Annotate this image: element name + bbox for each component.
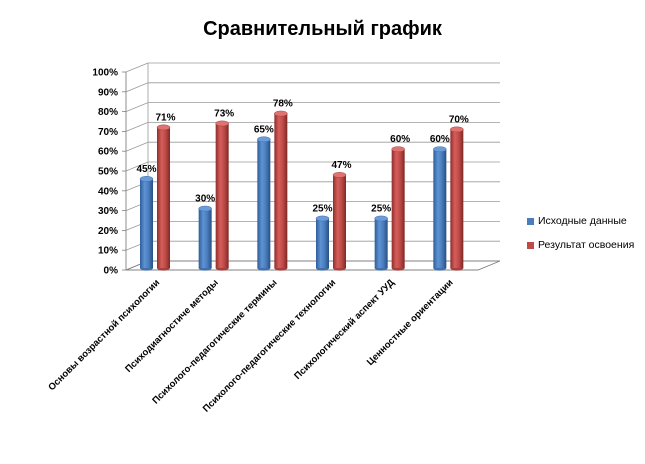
bar-cap [433, 146, 447, 153]
data-label: 47% [331, 160, 351, 171]
legend-label: Исходные данные [538, 215, 627, 228]
bar-cap [139, 176, 154, 182]
y-tick-label: 40% [98, 186, 118, 197]
chart-title: Сравнительный график [203, 18, 442, 40]
y-tick-label: 50% [98, 167, 118, 178]
bar [156, 124, 171, 271]
bar-body [391, 149, 405, 268]
gridline-depth [125, 62, 149, 73]
x-tick-label: Основы возрастной психологии [46, 277, 162, 393]
bar [215, 120, 229, 271]
x-tick-label: Психолого-педагогические термины [150, 277, 279, 406]
y-tick-label: 100% [92, 68, 118, 79]
y-tick-label: 30% [98, 206, 118, 217]
data-label: 60% [430, 134, 450, 145]
data-labels: 45% 71% 30% 73% 65% 78% 25% 47% 25% 60% 60% 70% [136, 99, 468, 215]
bar [450, 126, 464, 271]
bar-body [374, 218, 388, 268]
gridline-depth [125, 102, 149, 112]
legend-item-series-2: Результат освоения [527, 239, 634, 251]
gridline-depth [125, 161, 149, 172]
x-axis-labels: Основы возрастной психологииПсиходиагнос… [46, 277, 455, 414]
bar [274, 110, 288, 271]
y-tick-label: 70% [98, 127, 118, 138]
bar-body [433, 149, 447, 268]
legend-swatch-red [527, 241, 534, 249]
bar [374, 215, 388, 271]
data-label: 30% [195, 194, 215, 205]
x-tick-label: Психологический аспект УУД [292, 277, 397, 382]
bar-cap [257, 136, 271, 143]
data-label: 71% [155, 112, 175, 123]
data-label: 78% [273, 99, 293, 110]
bar-cap [332, 172, 347, 178]
bar-cap [198, 205, 212, 212]
bars [139, 110, 464, 271]
bar [391, 146, 405, 271]
data-label: 25% [371, 204, 391, 215]
y-tick-label: 60% [98, 147, 118, 158]
bar-body [157, 127, 170, 268]
data-label: 73% [214, 108, 234, 119]
data-label: 60% [390, 134, 410, 145]
bar [198, 205, 212, 271]
bar-body [198, 208, 212, 268]
bar [315, 215, 330, 271]
bar [332, 172, 347, 271]
bar-body [316, 218, 329, 268]
bar-cap [274, 110, 288, 117]
x-tick-label: Психодиагностиче методы [123, 277, 221, 375]
bar-cap [391, 146, 405, 153]
legend-item-series-1: Исходные данные [527, 215, 627, 227]
gridline-depth [125, 122, 149, 132]
legend-swatch-blue [527, 217, 534, 225]
data-label: 45% [136, 164, 156, 175]
x-tick-label: Психолого-педагогические технологии [201, 277, 338, 414]
y-tick-label: 10% [98, 246, 118, 257]
bar [139, 176, 154, 271]
data-label: 25% [312, 204, 332, 215]
bar-cap [374, 215, 388, 222]
bar-cap [215, 120, 229, 127]
y-tick-label: 0% [104, 266, 119, 277]
bar-body [215, 123, 229, 269]
gridline-depth [125, 82, 149, 93]
y-tick-label: 90% [98, 87, 118, 98]
bar-body [257, 139, 271, 268]
bar [257, 136, 271, 271]
bar-body [274, 113, 288, 268]
bar-cap [450, 126, 464, 133]
y-tick-label: 20% [98, 226, 118, 237]
bar [433, 146, 447, 271]
bar-body [450, 129, 464, 268]
y-tick-label: 80% [98, 107, 118, 118]
data-label: 70% [449, 114, 469, 125]
legend-label: Результат освоения [538, 239, 635, 252]
bar-body [140, 178, 153, 268]
bar-cap [156, 124, 171, 131]
bar-body [333, 174, 346, 268]
bar-cap [315, 215, 330, 222]
data-label: 65% [254, 124, 274, 135]
gridline-depth [125, 141, 149, 152]
